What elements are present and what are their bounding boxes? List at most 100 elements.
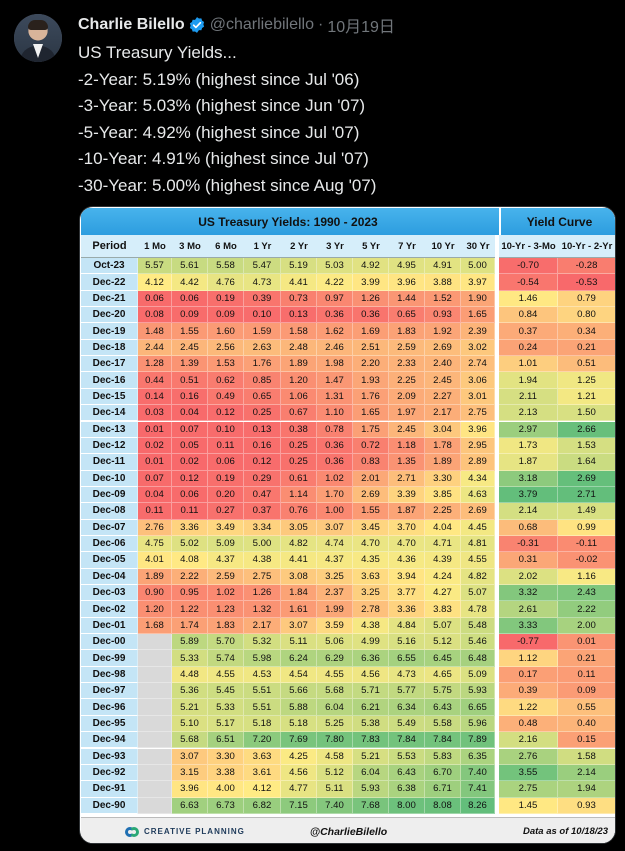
table-row: Dec-08 0.11 0.11 0.27 0.37 0.76 1.00 1.55 1.87 2.… <box>81 503 615 520</box>
yield-cell: 7.89 <box>461 732 495 749</box>
avatar[interactable] <box>14 14 62 62</box>
yield-cell: 3.39 <box>389 486 425 504</box>
yield-cell: 6.35 <box>461 748 495 765</box>
yield-cell: 1.31 <box>317 388 353 406</box>
yield-cell: 1.02 <box>208 585 244 602</box>
yield-cell: 5.66 <box>281 683 317 700</box>
column-header: 7 Yr <box>398 240 416 252</box>
curve-cell: 0.93 <box>558 797 615 814</box>
period-cell: Dec-94 <box>81 732 138 749</box>
yield-cell: 0.05 <box>172 437 208 455</box>
yields-table: US Treasury Yields: 1990 - 2023 Yield Cu… <box>81 208 615 843</box>
curve-cell: 1.50 <box>558 405 615 422</box>
yield-cell: 1.52 <box>425 290 461 308</box>
yield-cell: 7.40 <box>317 797 353 814</box>
curve-cell: 0.84 <box>499 307 558 324</box>
column-header: 1 Yr <box>253 240 272 252</box>
yield-cell: 4.12 <box>244 781 281 798</box>
yield-cell: 3.61 <box>244 764 281 782</box>
verified-badge-icon <box>189 17 204 33</box>
period-cell: Dec-96 <box>81 699 138 716</box>
yield-cell: 5.70 <box>208 634 244 651</box>
yield-cell: 1.55 <box>172 323 208 340</box>
tweet-line: -2-Year: 5.19% (highest since Jul '06) <box>78 69 360 89</box>
yield-cell: 3.85 <box>425 486 461 504</box>
yield-cell: 0.37 <box>244 503 281 520</box>
empty-cell <box>138 683 172 700</box>
yield-cell: 1.58 <box>281 323 317 340</box>
period-cell: Dec-01 <box>81 617 138 635</box>
yield-cell: 1.90 <box>461 290 495 308</box>
curve-cell: 2.97 <box>499 421 558 438</box>
yield-cell: 3.15 <box>172 764 208 782</box>
yield-cell: 5.51 <box>244 683 281 700</box>
yield-cell: 3.83 <box>425 601 461 618</box>
column-header: 3 Mo <box>179 240 201 252</box>
yield-cell: 3.96 <box>172 781 208 798</box>
tweet-line: -3-Year: 5.03% (highest since Jun '07) <box>78 96 366 116</box>
yield-cell: 1.89 <box>425 454 461 471</box>
yield-cell: 4.39 <box>425 552 461 569</box>
yield-cell: 0.10 <box>208 421 244 438</box>
table-row: Dec-95 5.10 5.17 5.18 5.18 5.25 5.38 5.49 5.58 5.… <box>81 715 615 733</box>
curve-cell: 2.11 <box>499 388 558 406</box>
yield-cell: 7.20 <box>244 732 281 749</box>
curve-cell: 2.16 <box>499 732 558 749</box>
curve-cell: -0.11 <box>558 535 615 553</box>
yield-cell: 0.67 <box>281 405 317 422</box>
yield-cell: 7.40 <box>461 764 495 782</box>
tweet-date[interactable]: 10月19日 <box>327 19 395 36</box>
yield-cell: 0.19 <box>208 290 244 308</box>
table-row: Dec-01 1.68 1.74 1.83 2.17 3.07 3.59 4.38 4.84 5.… <box>81 617 615 635</box>
yield-cell: 3.34 <box>244 519 281 536</box>
yield-cell: 0.47 <box>244 486 281 504</box>
yield-cell: 5.75 <box>425 683 461 700</box>
period-cell: Dec-15 <box>81 388 138 406</box>
curve-cell: 0.55 <box>558 699 615 716</box>
creative-planning-mark-icon <box>125 825 139 839</box>
table-row: Dec-11 0.01 0.02 0.06 0.12 0.25 0.36 0.83 1.35 1.… <box>81 454 615 471</box>
yield-cell: 5.11 <box>317 781 353 798</box>
yield-cell: 0.06 <box>208 454 244 471</box>
period-cell: Dec-06 <box>81 535 138 553</box>
empty-cell <box>138 748 172 765</box>
column-divider <box>495 235 499 817</box>
yield-cell: 0.83 <box>353 454 389 471</box>
yield-cell: 4.54 <box>281 666 317 684</box>
yield-cell: 3.45 <box>353 519 389 536</box>
yield-cell: 4.82 <box>281 535 317 553</box>
yield-cell: 4.91 <box>425 258 461 275</box>
yield-cell: 1.89 <box>138 568 172 585</box>
yield-cell: 0.02 <box>172 454 208 471</box>
author-handle[interactable]: @charliebilello <box>209 16 314 33</box>
table-row: Dec-14 0.03 0.04 0.12 0.25 0.67 1.10 1.65 1.97 2.… <box>81 405 615 422</box>
period-cell: Dec-07 <box>81 519 138 536</box>
yield-cell: 4.48 <box>172 666 208 684</box>
curve-cell: 2.75 <box>499 781 558 798</box>
curve-cell: 0.21 <box>558 650 615 667</box>
curve-cell: 0.31 <box>499 552 558 569</box>
yield-cell: 1.65 <box>353 405 389 422</box>
yield-cell: 0.16 <box>244 437 281 455</box>
yield-cell: 7.41 <box>461 781 495 798</box>
yield-cell: 0.93 <box>425 307 461 324</box>
period-cell: Dec-16 <box>81 372 138 389</box>
column-header: Period <box>92 240 127 252</box>
curve-cell: 0.21 <box>558 339 615 357</box>
empty-cell <box>138 650 172 667</box>
empty-cell <box>138 732 172 749</box>
curve-cell: 3.33 <box>499 617 558 635</box>
yield-cell: 4.63 <box>461 486 495 504</box>
author-name[interactable]: Charlie Bilello <box>78 16 185 33</box>
yield-cell: 0.36 <box>317 454 353 471</box>
yield-cell: 2.09 <box>389 388 425 406</box>
attached-image[interactable]: US Treasury Yields: 1990 - 2023 Yield Cu… <box>79 206 616 844</box>
yield-cell: 2.45 <box>389 421 425 438</box>
yield-cell: 0.36 <box>353 307 389 324</box>
yield-cell: 0.06 <box>138 290 172 308</box>
yield-cell: 3.49 <box>208 519 244 536</box>
curve-cell: 0.11 <box>558 666 615 684</box>
yield-cell: 1.76 <box>244 356 281 373</box>
yield-cell: 2.63 <box>244 339 281 357</box>
yield-cell: 5.12 <box>425 634 461 651</box>
